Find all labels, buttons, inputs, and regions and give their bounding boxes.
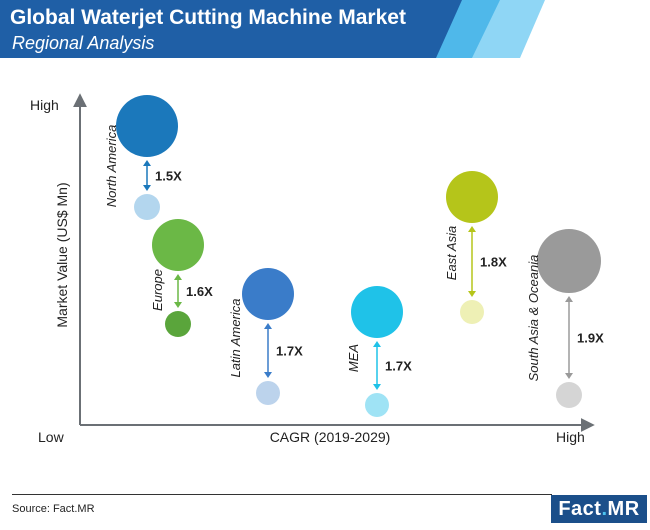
bubble-2029-europe <box>152 219 204 271</box>
region-label-south-asia-oceania: South Asia & Oceania <box>526 255 541 382</box>
banner-background <box>0 0 545 58</box>
bubble-2019-mea <box>365 393 389 417</box>
y-axis-title: Market Value (US$ Mn) <box>54 182 70 327</box>
multiplier-label-europe: 1.6X <box>186 284 213 299</box>
growth-arrowhead-down-europe <box>174 302 182 308</box>
bubble-2029-east-asia <box>446 171 498 223</box>
growth-arrowhead-up-south-asia-oceania <box>565 296 573 302</box>
growth-arrowhead-up-latin-america <box>264 323 272 329</box>
region-label-mea: MEA <box>346 344 361 372</box>
source-note: Source: Fact.MR <box>12 503 95 515</box>
bubble-2019-east-asia <box>460 300 484 324</box>
page-subtitle: Regional Analysis <box>12 33 155 53</box>
multiplier-label-latin-america: 1.7X <box>276 344 303 359</box>
growth-arrowhead-up-europe <box>174 274 182 280</box>
x-axis-title: CAGR (2019-2029) <box>270 429 391 445</box>
multiplier-label-south-asia-oceania: 1.9X <box>577 331 604 346</box>
bubble-2029-south-asia-oceania <box>537 229 601 293</box>
region-label-europe: Europe <box>150 269 165 311</box>
bubble-2029-mea <box>351 286 403 338</box>
bubble-2029-latin-america <box>242 268 294 320</box>
bubble-2019-south-asia-oceania <box>556 382 582 408</box>
region-label-east-asia: East Asia <box>444 226 459 280</box>
bubble-2019-latin-america <box>256 381 280 405</box>
growth-arrowhead-down-south-asia-oceania <box>565 373 573 379</box>
growth-arrowhead-up-north-america <box>143 160 151 166</box>
growth-arrowhead-down-mea <box>373 384 381 390</box>
footer-divider <box>12 494 552 495</box>
bubble-chart: High Low High CAGR (2019-2029) Market Va… <box>30 93 604 445</box>
growth-arrowhead-up-mea <box>373 341 381 347</box>
region-label-latin-america: Latin America <box>228 299 243 378</box>
growth-arrowhead-down-latin-america <box>264 372 272 378</box>
growth-arrowhead-down-north-america <box>143 185 151 191</box>
page-title: Global Waterjet Cutting Machine Market <box>10 6 406 29</box>
multiplier-label-north-america: 1.5X <box>155 169 182 184</box>
multiplier-label-east-asia: 1.8X <box>480 255 507 270</box>
multiplier-label-mea: 1.7X <box>385 359 412 374</box>
region-label-north-america: North America <box>104 125 119 208</box>
x-axis-high-label: High <box>556 429 585 445</box>
bubble-2019-europe <box>165 311 191 337</box>
x-axis-low-label: Low <box>38 429 65 445</box>
bubble-2019-north-america <box>134 194 160 220</box>
y-axis-high-label: High <box>30 97 59 113</box>
bubble-2029-north-america <box>116 95 178 157</box>
title-banner: Global Waterjet Cutting Machine Market R… <box>0 0 650 66</box>
growth-arrowhead-down-east-asia <box>468 291 476 297</box>
growth-arrowhead-up-east-asia <box>468 226 476 232</box>
banner-stripe-dark <box>0 0 462 58</box>
factmr-logo: Fact. MR <box>551 495 647 523</box>
